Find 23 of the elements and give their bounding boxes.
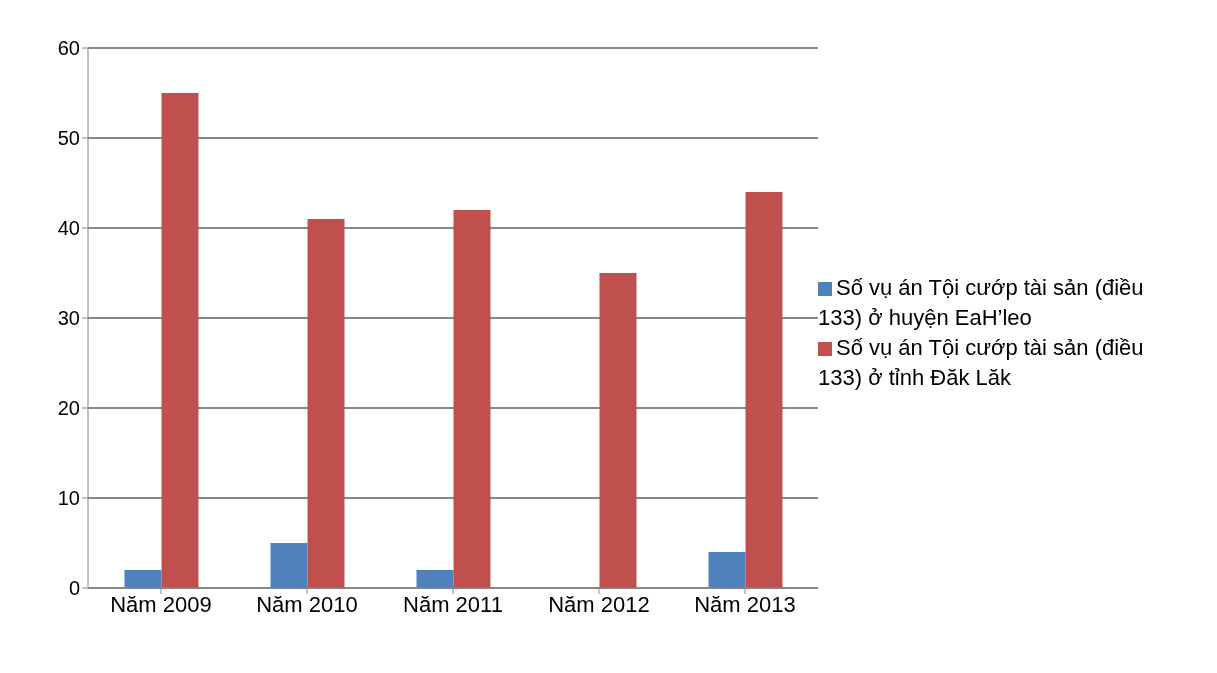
y-tick-label: 60 (57, 37, 80, 60)
legend-label: Số vụ án Tội cướp tài sản (điều 133) ở huyện EaH’leo (818, 275, 1144, 330)
x-tick-label: Năm 2009 (110, 591, 212, 617)
y-tick-label: 30 (57, 307, 80, 330)
bar (416, 570, 454, 588)
bar (453, 210, 491, 588)
legend-label: Số vụ án Tội cướp tài sản (điều 133) ở tỉnh Đăk Lăk (818, 335, 1144, 390)
y-tick-label: 40 (57, 217, 80, 240)
bar (124, 570, 162, 588)
bar (270, 543, 308, 588)
y-tick-label: 50 (57, 127, 80, 150)
bar (161, 93, 199, 588)
bar (708, 552, 746, 588)
y-tick-label: 20 (57, 397, 80, 420)
x-tick-label: Năm 2010 (256, 591, 358, 617)
bar (599, 273, 637, 588)
y-tick-label: 0 (68, 577, 80, 600)
x-tick-label: Năm 2012 (548, 591, 650, 617)
x-tick-label: Năm 2013 (694, 591, 796, 617)
x-tick-label: Năm 2011 (403, 591, 503, 617)
bar (745, 192, 783, 588)
bar (307, 219, 345, 588)
y-tick-label: 10 (57, 487, 80, 510)
